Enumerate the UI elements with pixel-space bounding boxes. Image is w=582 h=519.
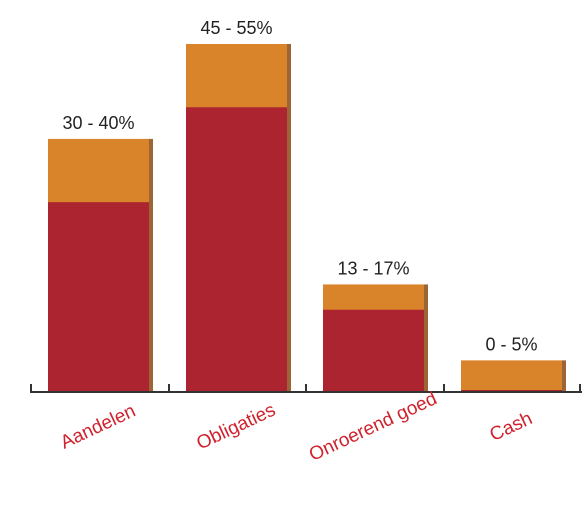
bar-onroerend-goed-min — [323, 309, 424, 392]
range-label-cash: 0 - 5% — [485, 334, 537, 354]
range-label-obligaties: 45 - 55% — [200, 18, 272, 38]
category-label-onroerend-goed: Onroerend goed — [306, 388, 440, 466]
bar-aandelen-min — [48, 202, 149, 392]
bar-obligaties-min — [186, 107, 287, 392]
range-label-aandelen: 30 - 40% — [62, 113, 134, 133]
bar-onroerend-goed-shadow — [424, 284, 428, 392]
category-labels-group: Aandelen Obligaties Onroerend goed Cash — [57, 388, 535, 466]
bars-group — [48, 44, 566, 392]
range-label-onroerend-goed: 13 - 17% — [337, 258, 409, 278]
range-labels-group: 30 - 40% 45 - 55% 13 - 17% 0 - 5% — [62, 18, 537, 354]
bar-cash-range — [461, 360, 562, 392]
bar-aandelen-shadow — [149, 138, 153, 392]
category-label-cash: Cash — [487, 408, 536, 446]
category-label-obligaties: Obligaties — [193, 400, 278, 455]
bar-cash-shadow — [562, 360, 566, 392]
x-axis — [30, 384, 582, 393]
bar-obligaties-shadow — [287, 44, 291, 392]
category-label-aandelen: Aandelen — [57, 401, 139, 454]
